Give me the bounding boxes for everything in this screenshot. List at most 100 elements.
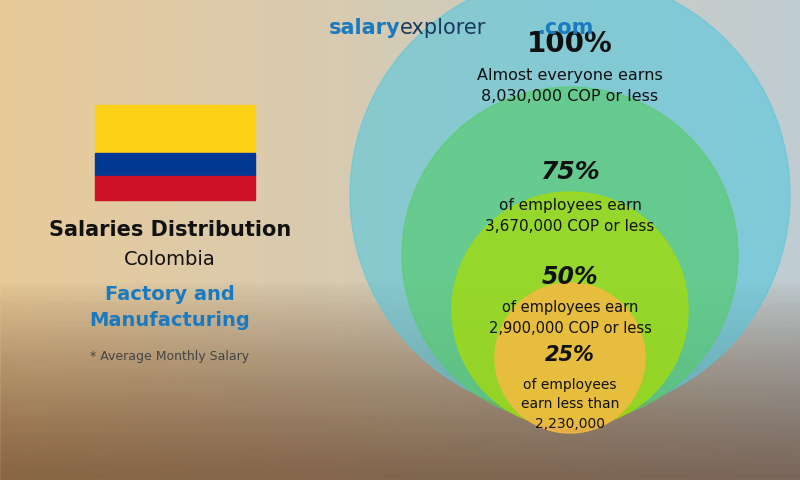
Bar — [0, 303, 800, 304]
Bar — [0, 334, 800, 335]
Bar — [0, 416, 800, 417]
Bar — [0, 472, 800, 473]
Bar — [495, 0, 496, 480]
Bar — [16, 0, 17, 480]
Bar — [642, 0, 643, 480]
Bar — [7, 0, 8, 480]
Bar — [95, 153, 255, 176]
Bar — [0, 470, 800, 471]
Bar — [138, 0, 139, 480]
Bar — [0, 350, 800, 351]
Bar — [395, 0, 396, 480]
Bar — [58, 0, 59, 480]
Bar — [192, 0, 193, 480]
Bar — [341, 0, 342, 480]
Bar — [0, 372, 800, 373]
Bar — [442, 0, 443, 480]
Bar — [0, 401, 800, 402]
Bar — [650, 0, 651, 480]
Bar — [0, 450, 800, 451]
Bar — [534, 0, 535, 480]
Bar — [556, 0, 557, 480]
Circle shape — [452, 192, 688, 428]
Bar — [230, 0, 231, 480]
Bar — [360, 0, 361, 480]
Bar — [308, 0, 309, 480]
Bar — [0, 375, 800, 376]
Bar — [169, 0, 170, 480]
Bar — [0, 438, 800, 439]
Bar — [779, 0, 780, 480]
Bar — [461, 0, 462, 480]
Bar — [347, 0, 348, 480]
Bar — [166, 0, 167, 480]
Bar — [578, 0, 579, 480]
Bar — [340, 0, 341, 480]
Bar — [0, 370, 800, 371]
Bar — [391, 0, 392, 480]
Bar — [0, 361, 800, 362]
Bar — [71, 0, 72, 480]
Bar — [788, 0, 789, 480]
Bar — [542, 0, 543, 480]
Bar — [0, 471, 800, 472]
Bar — [0, 306, 800, 307]
Bar — [470, 0, 471, 480]
Bar — [784, 0, 785, 480]
Bar — [627, 0, 628, 480]
Bar — [92, 0, 93, 480]
Bar — [181, 0, 182, 480]
Bar — [218, 0, 219, 480]
Bar — [154, 0, 155, 480]
Bar — [531, 0, 532, 480]
Bar — [385, 0, 386, 480]
Bar — [0, 324, 800, 325]
Bar — [0, 410, 800, 411]
Bar — [0, 477, 800, 478]
Bar — [153, 0, 154, 480]
Bar — [124, 0, 125, 480]
Bar — [162, 0, 163, 480]
Bar — [52, 0, 53, 480]
Bar — [319, 0, 320, 480]
Bar — [626, 0, 627, 480]
Bar — [96, 0, 97, 480]
Bar — [259, 0, 260, 480]
Bar — [0, 358, 800, 359]
Bar — [0, 455, 800, 456]
Bar — [0, 422, 800, 423]
Bar — [776, 0, 777, 480]
Bar — [252, 0, 253, 480]
Bar — [568, 0, 569, 480]
Bar — [563, 0, 564, 480]
Bar — [164, 0, 165, 480]
Bar — [5, 0, 6, 480]
Bar — [275, 0, 276, 480]
Bar — [151, 0, 152, 480]
Bar — [529, 0, 530, 480]
Bar — [135, 0, 136, 480]
Bar — [694, 0, 695, 480]
Bar — [493, 0, 494, 480]
Bar — [0, 296, 800, 297]
Bar — [0, 293, 800, 294]
Bar — [128, 0, 129, 480]
Bar — [713, 0, 714, 480]
Bar — [798, 0, 799, 480]
Bar — [755, 0, 756, 480]
Bar — [671, 0, 672, 480]
Bar — [448, 0, 449, 480]
Bar — [129, 0, 130, 480]
Bar — [639, 0, 640, 480]
Bar — [463, 0, 464, 480]
Bar — [155, 0, 156, 480]
Bar — [246, 0, 247, 480]
Bar — [144, 0, 145, 480]
Bar — [0, 332, 800, 333]
Bar — [565, 0, 566, 480]
Bar — [174, 0, 175, 480]
Bar — [300, 0, 301, 480]
Bar — [56, 0, 57, 480]
Bar — [522, 0, 523, 480]
Bar — [498, 0, 499, 480]
